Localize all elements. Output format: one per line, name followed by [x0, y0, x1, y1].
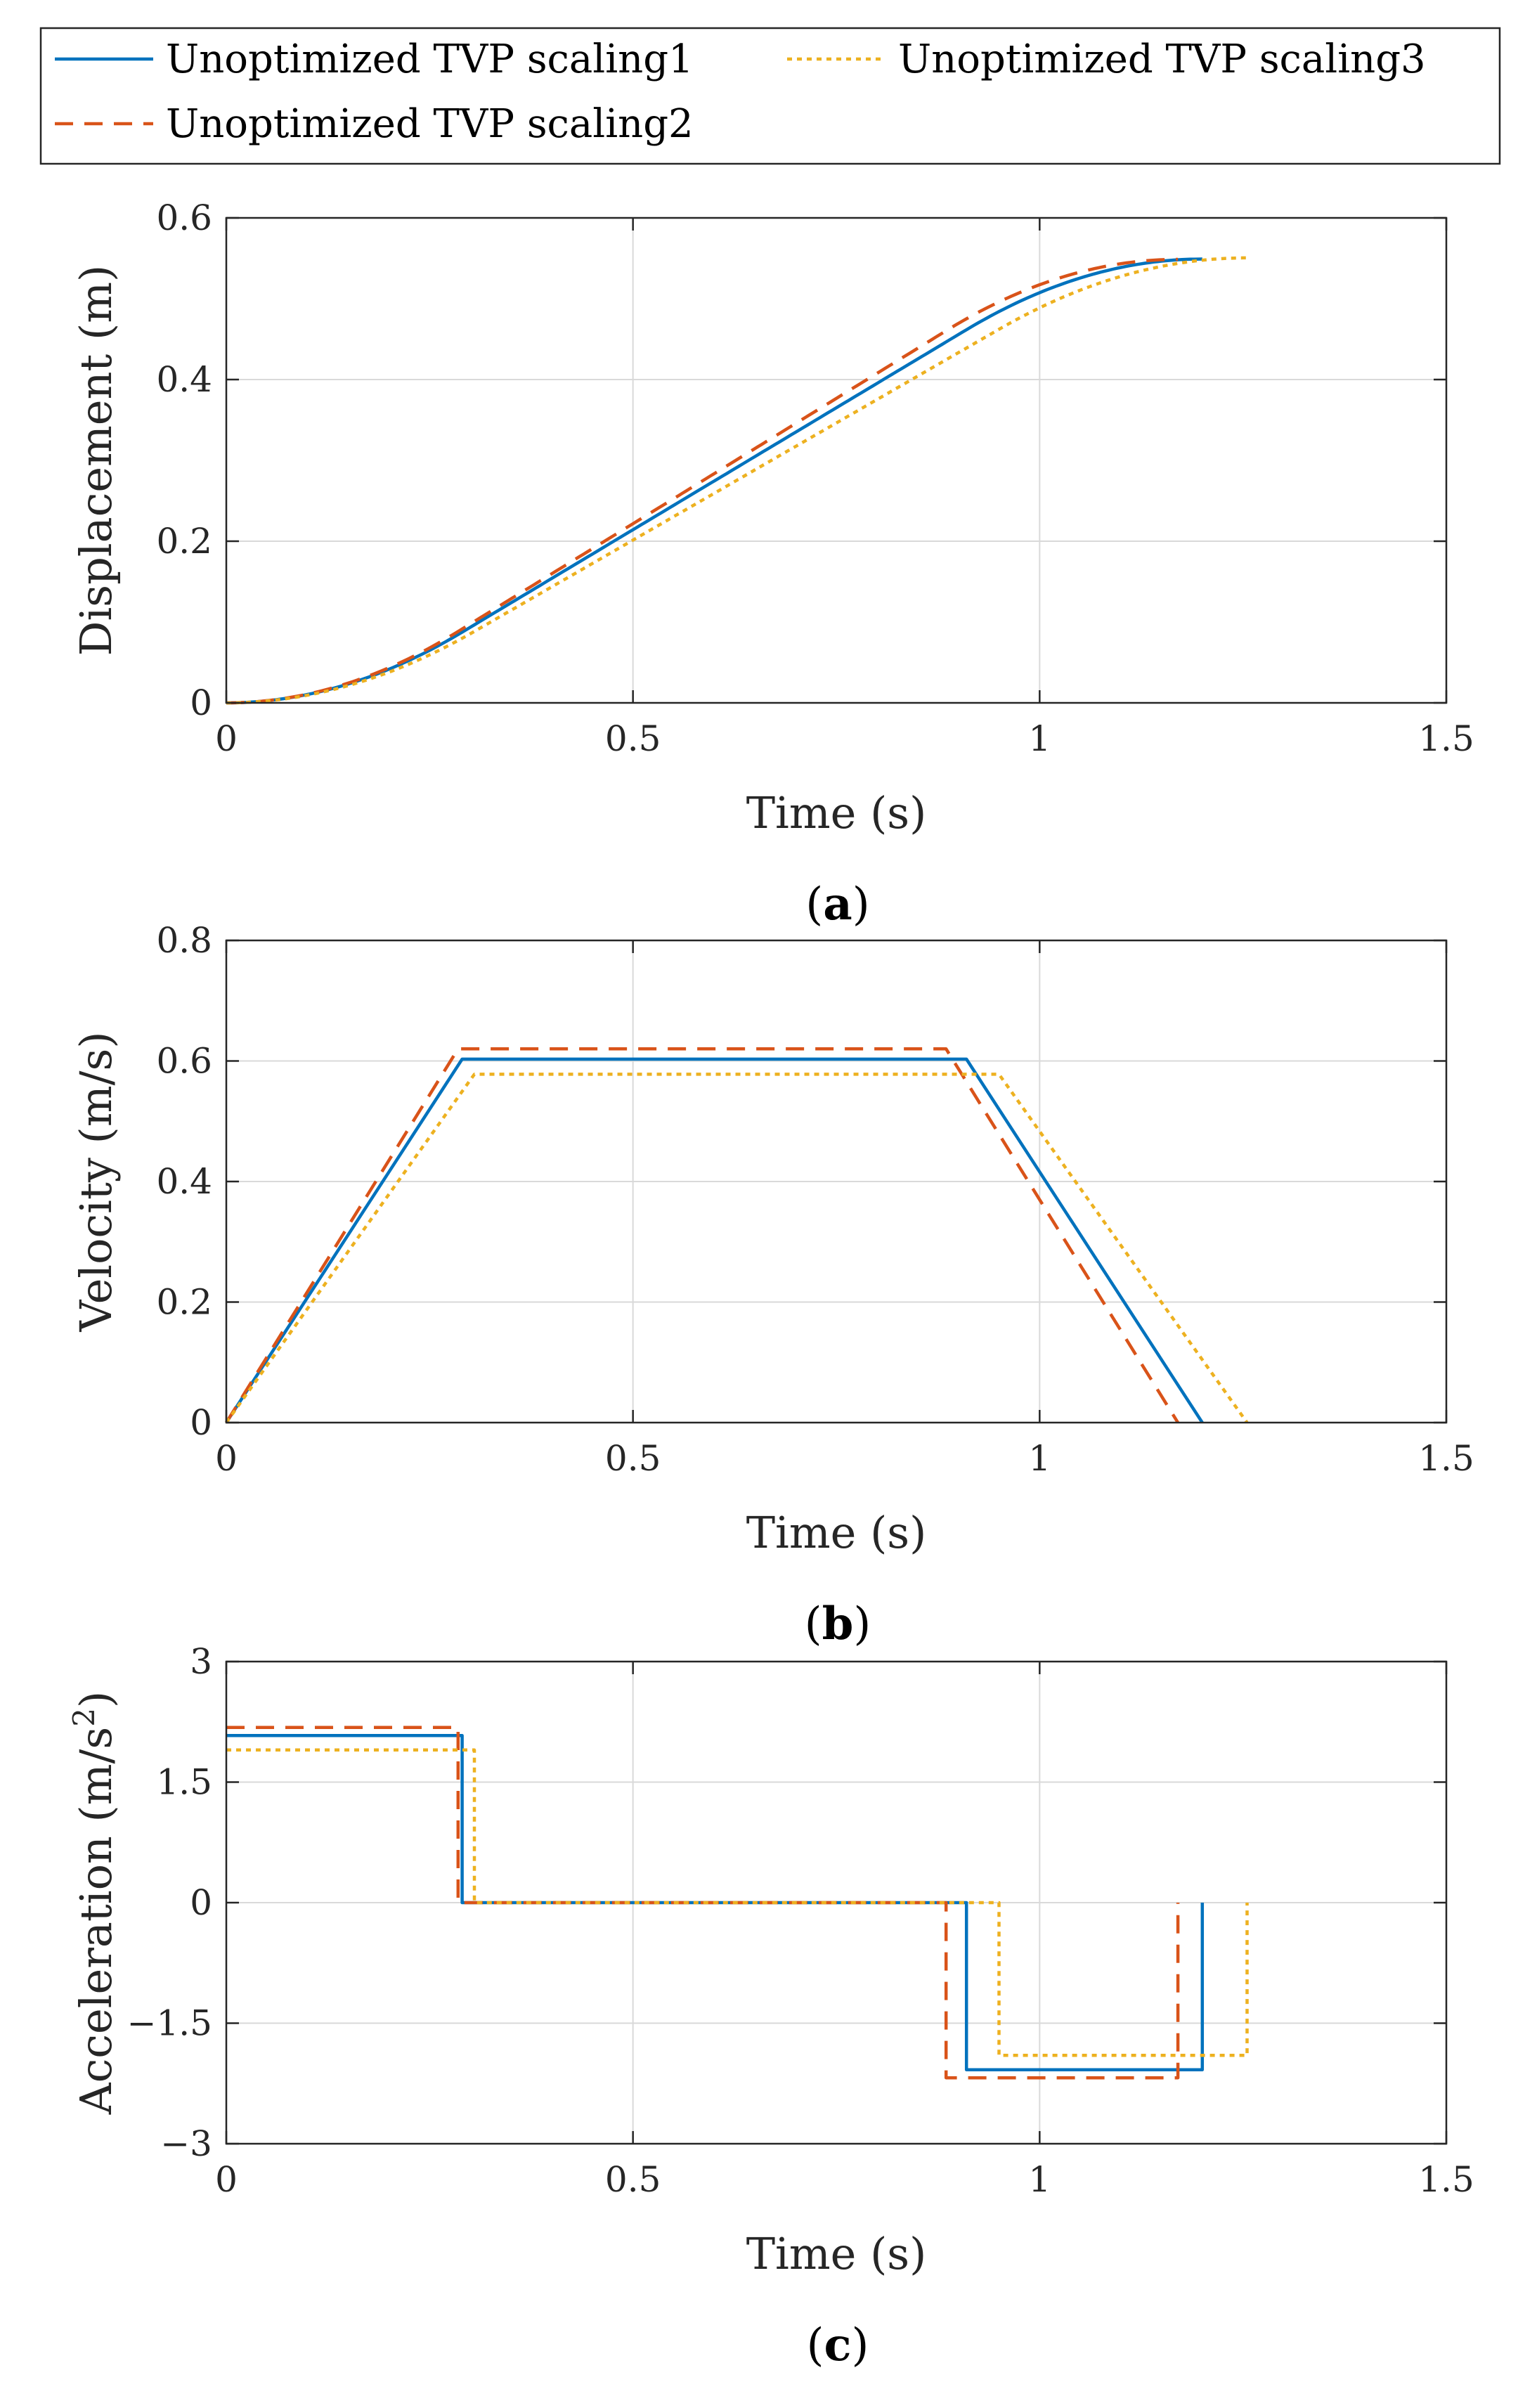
panel-b-caption-open: (	[805, 1598, 822, 1650]
panel-c-xlabel: Time (s)	[746, 2228, 927, 2279]
panel-a-ytick-label-1: 0.2	[156, 521, 212, 562]
panel-a-ytick-label-0: 0	[190, 682, 212, 723]
panel-b: 0 0.5 1 1.5 0 0.2 0.4 0.6 0.8 Time (s) Velocity …	[70, 920, 1474, 1650]
panel-b-ticks: 0 0.5 1 1.5 0 0.2 0.4 0.6 0.8	[156, 920, 1474, 1479]
panel-c-series-2	[226, 1726, 1180, 2080]
panel-c-xtick-label-0: 0	[215, 2159, 238, 2200]
panel-c-xtick-label-1: 0.5	[605, 2159, 661, 2200]
panel-a-caption-letter: a	[823, 878, 852, 931]
panel-b-ytick-label-0: 0	[190, 1402, 212, 1443]
panel-b-ylabel: Velocity (m/s)	[70, 1031, 122, 1332]
panel-b-series-1	[225, 1057, 1204, 1424]
panel-a-caption: (a)	[805, 878, 869, 931]
panel-a-xtick-label-0: 0	[215, 718, 238, 759]
panel-b-ytick-label-1: 0.2	[156, 1282, 212, 1323]
panel-c-caption-close: )	[851, 2319, 869, 2371]
panel-a-ticks: 0 0.5 1 1.5 0 0.2 0.4 0.6	[156, 198, 1474, 759]
panel-b-series-2	[225, 1047, 1180, 1424]
panel-a-caption-open: (	[805, 879, 823, 931]
panel-a-ytick-label-3: 0.6	[156, 198, 212, 238]
panel-c-caption-letter: c	[824, 2319, 852, 2371]
panel-b-xlabel: Time (s)	[746, 1507, 927, 1558]
panel-a-ytick-label-2: 0.4	[156, 359, 212, 400]
panel-c-ytick-label-1: −1.5	[127, 2003, 212, 2044]
legend-label-2: Unoptimized TVP scaling2	[166, 101, 694, 147]
panel-c-xtick-label-2: 1	[1028, 2159, 1051, 2200]
legend: Unoptimized TVP scaling1 Unoptimized TVP…	[39, 27, 1501, 165]
legend-label-3: Unoptimized TVP scaling3	[898, 37, 1426, 82]
panel-a-xtick-label-1: 0.5	[605, 718, 661, 759]
panel-b-caption-letter: b	[822, 1598, 854, 1650]
panel-c-ytick-label-2: 0	[190, 1882, 212, 1923]
panel-b-caption-close: )	[853, 1598, 871, 1650]
panel-b-xtick-label-2: 1	[1028, 1438, 1051, 1479]
panel-a-xtick-label-2: 1	[1028, 718, 1051, 759]
panel-c-ytick-label-4: 3	[190, 1641, 212, 1682]
panel-b-ytick-label-3: 0.6	[156, 1041, 212, 1082]
panel-a-series-1	[226, 257, 1202, 705]
panel-c-series-1	[226, 1733, 1205, 2072]
panel-a: 0 0.5 1 1.5 0 0.2 0.4 0.6 Time (s) Displacement…	[70, 198, 1474, 931]
legend-box	[39, 27, 1501, 165]
panel-a-ylabel: Displacement (m)	[70, 265, 122, 656]
panel-c-xtick-label-3: 1.5	[1418, 2159, 1474, 2200]
panel-b-series-3	[225, 1073, 1249, 1424]
panel-a-ylabel-main: Displacement (m)	[70, 265, 122, 656]
panel-c-ytick-label-0: −3	[160, 2123, 212, 2164]
panel-a-series-3	[226, 256, 1247, 705]
panel-c-caption-open: (	[807, 2319, 824, 2371]
panel-b-grid	[226, 940, 1447, 1423]
panel-b-xtick-label-0: 0	[215, 1438, 238, 1479]
legend-label-1: Unoptimized TVP scaling1	[166, 37, 694, 82]
panel-c-ylabel-main: Acceleration (m/s	[70, 1727, 122, 2115]
panel-c-ylabel: Acceleration (m/s2)	[67, 1691, 122, 2115]
panel-b-caption: (b)	[805, 1598, 871, 1650]
panel-c-ticks: 0 0.5 1 1.5 −3 −1.5 0 1.5 3	[127, 1641, 1474, 2200]
panel-c-series	[226, 1726, 1249, 2080]
panel-b-xtick-label-3: 1.5	[1418, 1438, 1474, 1479]
panel-c-ylabel-end: )	[70, 1691, 122, 1708]
panel-c-ylabel-sup: 2	[67, 1708, 101, 1727]
panel-c-series-3	[226, 1748, 1249, 2057]
panel-a-caption-close: )	[852, 879, 870, 931]
panel-a-series-2	[226, 257, 1179, 705]
panel-b-ytick-label-2: 0.4	[156, 1161, 212, 1202]
panel-b-xtick-label-1: 0.5	[605, 1438, 661, 1479]
panel-c-caption: (c)	[807, 2319, 869, 2371]
panel-a-grid	[226, 217, 1447, 704]
panel-b-ylabel-main: Velocity (m/s)	[70, 1031, 122, 1332]
panel-b-ytick-label-4: 0.8	[156, 920, 212, 961]
panel-c-ytick-label-3: 1.5	[156, 1762, 212, 1803]
panel-a-axes	[225, 216, 1448, 704]
panel-b-series	[225, 1047, 1249, 1424]
panel-c: 0 0.5 1 1.5 −3 −1.5 0 1.5 3 Time (s) Acceleratio…	[67, 1641, 1474, 2371]
panel-a-series	[226, 256, 1247, 705]
panel-a-xtick-label-3: 1.5	[1418, 718, 1474, 759]
panel-a-xlabel: Time (s)	[746, 787, 927, 839]
